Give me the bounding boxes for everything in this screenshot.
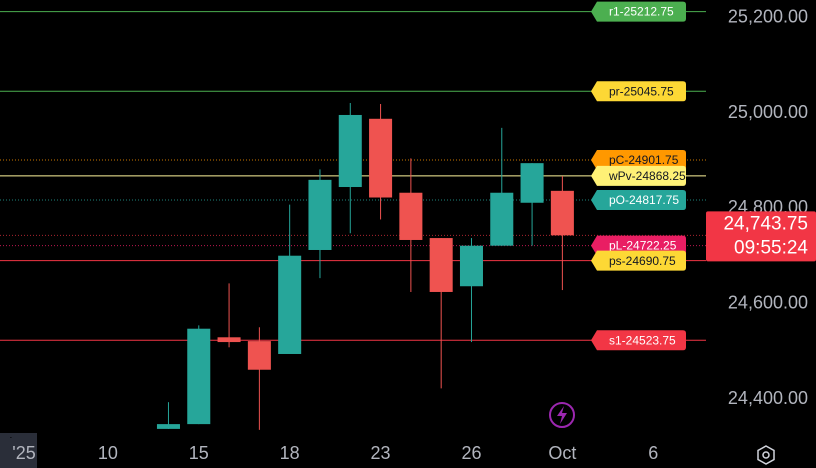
x-tick-label: 23 bbox=[371, 443, 391, 463]
level-tag-label: r1-25212.75 bbox=[609, 5, 674, 19]
candle-body bbox=[247, 341, 271, 370]
countdown-label: 09:55:24 bbox=[734, 237, 808, 258]
candle-body bbox=[156, 424, 180, 429]
candle-body bbox=[278, 255, 302, 354]
candle-body bbox=[459, 245, 483, 287]
candle-body bbox=[217, 337, 241, 343]
y-tick-label: 25,200.00 bbox=[728, 6, 808, 26]
level-tag bbox=[591, 81, 686, 102]
candle-body bbox=[399, 192, 423, 240]
y-tick-label: 25,000.00 bbox=[728, 102, 808, 122]
level-tag-label: s1-24523.75 bbox=[609, 333, 676, 347]
y-tick-label: 24,600.00 bbox=[728, 293, 808, 313]
candle-body bbox=[369, 118, 393, 198]
level-tag bbox=[591, 165, 686, 186]
candle-body bbox=[490, 192, 514, 246]
level-tag bbox=[591, 330, 686, 351]
level-tag-label: ps-24690.75 bbox=[609, 254, 676, 268]
y-tick-label: 24,400.00 bbox=[728, 388, 808, 408]
level-tag-label: pL-24722.25 bbox=[609, 239, 677, 253]
level-tag bbox=[591, 1, 686, 22]
x-tick-label: 10 bbox=[98, 443, 118, 463]
x-tick-label: Oct bbox=[548, 443, 576, 463]
last-price-label: 24,743.75 bbox=[723, 213, 808, 234]
level-tag bbox=[591, 190, 686, 211]
level-tag bbox=[591, 250, 686, 271]
x-range-box bbox=[0, 433, 37, 468]
level-tag-label: pr-25045.75 bbox=[609, 84, 674, 98]
x-tick-label: 26 bbox=[461, 443, 481, 463]
x-tick-label: 18 bbox=[280, 443, 300, 463]
x-tick-label: 15 bbox=[189, 443, 209, 463]
x-tick-label: '25 bbox=[12, 443, 35, 463]
level-tag bbox=[591, 235, 686, 256]
candle-body bbox=[550, 190, 574, 236]
candle-body bbox=[187, 328, 211, 425]
level-tag-label: pC-24901.75 bbox=[609, 153, 679, 167]
level-tag bbox=[591, 149, 686, 170]
lightning-icon[interactable] bbox=[549, 402, 575, 428]
level-tag-label: wPv-24868.25 bbox=[608, 169, 686, 183]
settings-icon[interactable] bbox=[757, 445, 775, 465]
candle-body bbox=[429, 238, 453, 292]
x-tick-label: 6 bbox=[648, 443, 658, 463]
candle-body bbox=[338, 114, 362, 188]
candle-body bbox=[308, 179, 332, 250]
level-tag-label: pO-24817.75 bbox=[609, 193, 679, 207]
candle-body bbox=[520, 163, 544, 203]
last-price-box bbox=[706, 211, 816, 262]
